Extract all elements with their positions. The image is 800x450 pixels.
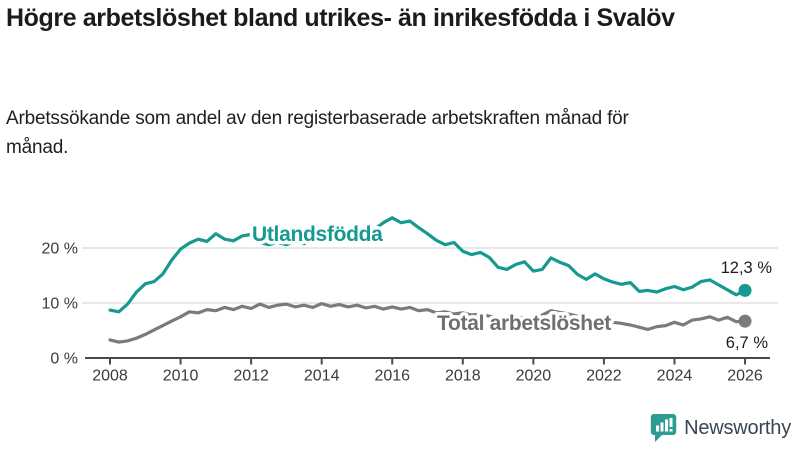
series-label-0: Utlandsfödda <box>252 223 383 246</box>
chart-subtitle: Arbetssökande som andel av den registerb… <box>6 108 629 158</box>
series-end-dot-1 <box>738 314 752 328</box>
x-tick-label: 2026 <box>727 368 763 385</box>
x-tick-label: 2014 <box>304 368 340 385</box>
series-end-dot-0 <box>738 283 752 297</box>
series-end-value-0: 12,3 % <box>721 259 773 277</box>
x-tick-label: 2018 <box>445 368 481 385</box>
x-tick-label: 2024 <box>657 368 693 385</box>
y-tick-label: 0 % <box>50 351 78 368</box>
series-line-1 <box>108 302 747 344</box>
chart-title: Högre arbetslöshet bland utrikes- än inr… <box>6 4 675 32</box>
newsworthy-logo: Newsworthy <box>649 413 791 443</box>
newsworthy-speech-bubble-chart-icon <box>650 414 677 442</box>
x-tick-label: 2020 <box>516 368 552 385</box>
newsworthy-wordmark: Newsworthy <box>684 416 791 439</box>
x-tick-label: 2010 <box>163 368 199 385</box>
series-line-0 <box>108 216 747 314</box>
y-tick-label: 20 % <box>42 241 78 258</box>
x-tick-label: 2016 <box>374 368 410 385</box>
x-tick-label: 2012 <box>233 368 269 385</box>
x-tick-label: 2008 <box>92 368 128 385</box>
series-end-value-1: 6,7 % <box>726 334 769 352</box>
series-label-1: Total arbetslöshet <box>437 312 611 335</box>
x-tick-label: 2022 <box>586 368 622 385</box>
y-tick-label: 10 % <box>42 296 78 313</box>
